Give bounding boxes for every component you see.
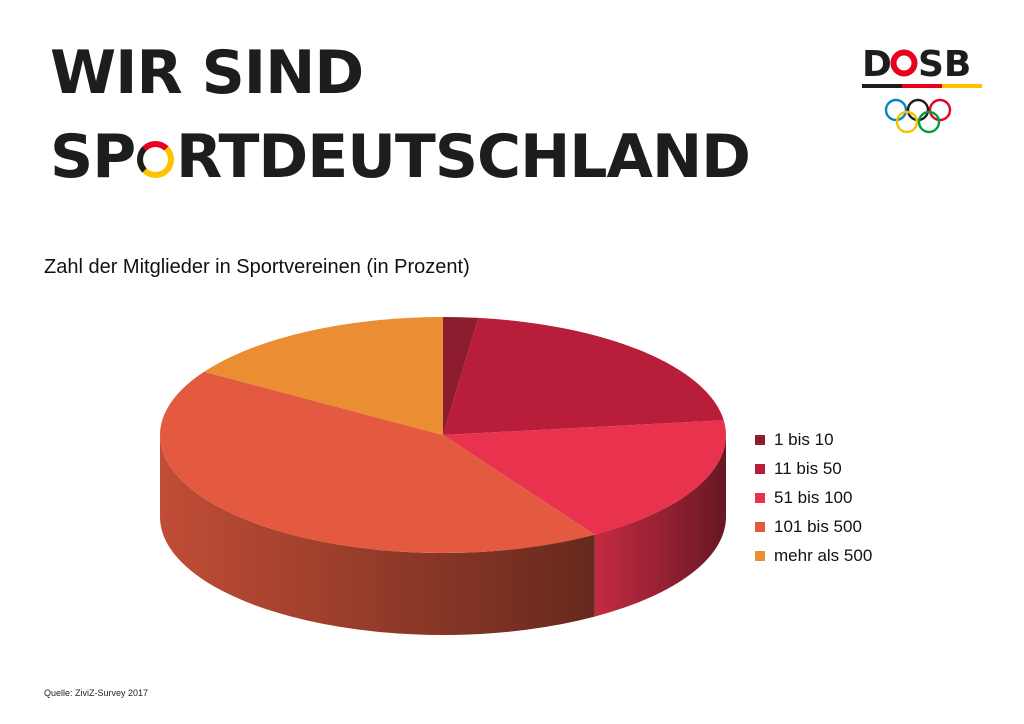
dosb-logo-text-d: D xyxy=(862,44,892,85)
chart-legend: 1 bis 10 11 bis 50 51 bis 100 101 bis 500 me… xyxy=(755,425,872,570)
logo-stripe xyxy=(942,84,982,88)
legend-label: 1 bis 10 xyxy=(774,429,834,449)
legend-label: mehr als 500 xyxy=(774,545,873,565)
logo-stripe xyxy=(902,84,942,88)
legend-item: 51 bis 100 xyxy=(755,483,872,512)
pie-slice-5 xyxy=(204,317,443,435)
legend-swatch xyxy=(755,521,765,532)
legend-item: mehr als 500 xyxy=(755,541,872,570)
source-note: Quelle: ZiviZ-Survey 2017 xyxy=(44,688,149,698)
colored-o-icon xyxy=(136,141,175,179)
headline-line-2: SP RTDEUTSCHLAND xyxy=(50,122,751,192)
headline-line-1: WIR SIND xyxy=(50,38,364,108)
olympic-ring xyxy=(928,98,952,122)
dosb-logo-stripes xyxy=(862,84,982,88)
legend-label: 11 bis 50 xyxy=(774,458,842,478)
olympic-ring xyxy=(917,110,941,134)
dosb-logo-o-ring xyxy=(890,49,918,77)
legend-swatch xyxy=(755,463,765,474)
legend-swatch xyxy=(755,434,765,445)
olympic-ring xyxy=(895,110,919,134)
headline-text-start: SP xyxy=(50,122,136,192)
olympic-ring xyxy=(884,98,908,122)
pie-tops xyxy=(160,317,726,553)
pie-side-3 xyxy=(594,435,726,617)
olympic-rings-icon xyxy=(884,98,952,134)
chart-title: Zahl der Mitglieder in Sportvereinen (in… xyxy=(44,256,470,278)
legend-item: 101 bis 500 xyxy=(755,512,872,541)
dosb-logo: D SB xyxy=(862,44,982,134)
olympic-ring xyxy=(906,98,930,122)
legend-item: 1 bis 10 xyxy=(755,425,872,454)
pie-slice-2 xyxy=(443,317,724,435)
dosb-logo-wordmark: D SB xyxy=(862,44,971,85)
pie-slice-4 xyxy=(160,371,595,553)
pie-chart xyxy=(160,317,726,635)
pie-side-4 xyxy=(160,435,595,635)
legend-swatch xyxy=(755,550,765,561)
legend-swatch xyxy=(755,492,765,503)
legend-label: 51 bis 100 xyxy=(774,487,853,507)
dosb-logo-text-sb: SB xyxy=(918,44,971,85)
headline-text-end: RTDEUTSCHLAND xyxy=(175,122,751,192)
pie-slice-3 xyxy=(443,420,726,535)
legend-label: 101 bis 500 xyxy=(774,516,862,536)
pie-slice-1 xyxy=(443,317,479,435)
legend-item: 11 bis 50 xyxy=(755,454,872,483)
logo-stripe xyxy=(862,84,902,88)
pie-sides xyxy=(160,435,726,635)
